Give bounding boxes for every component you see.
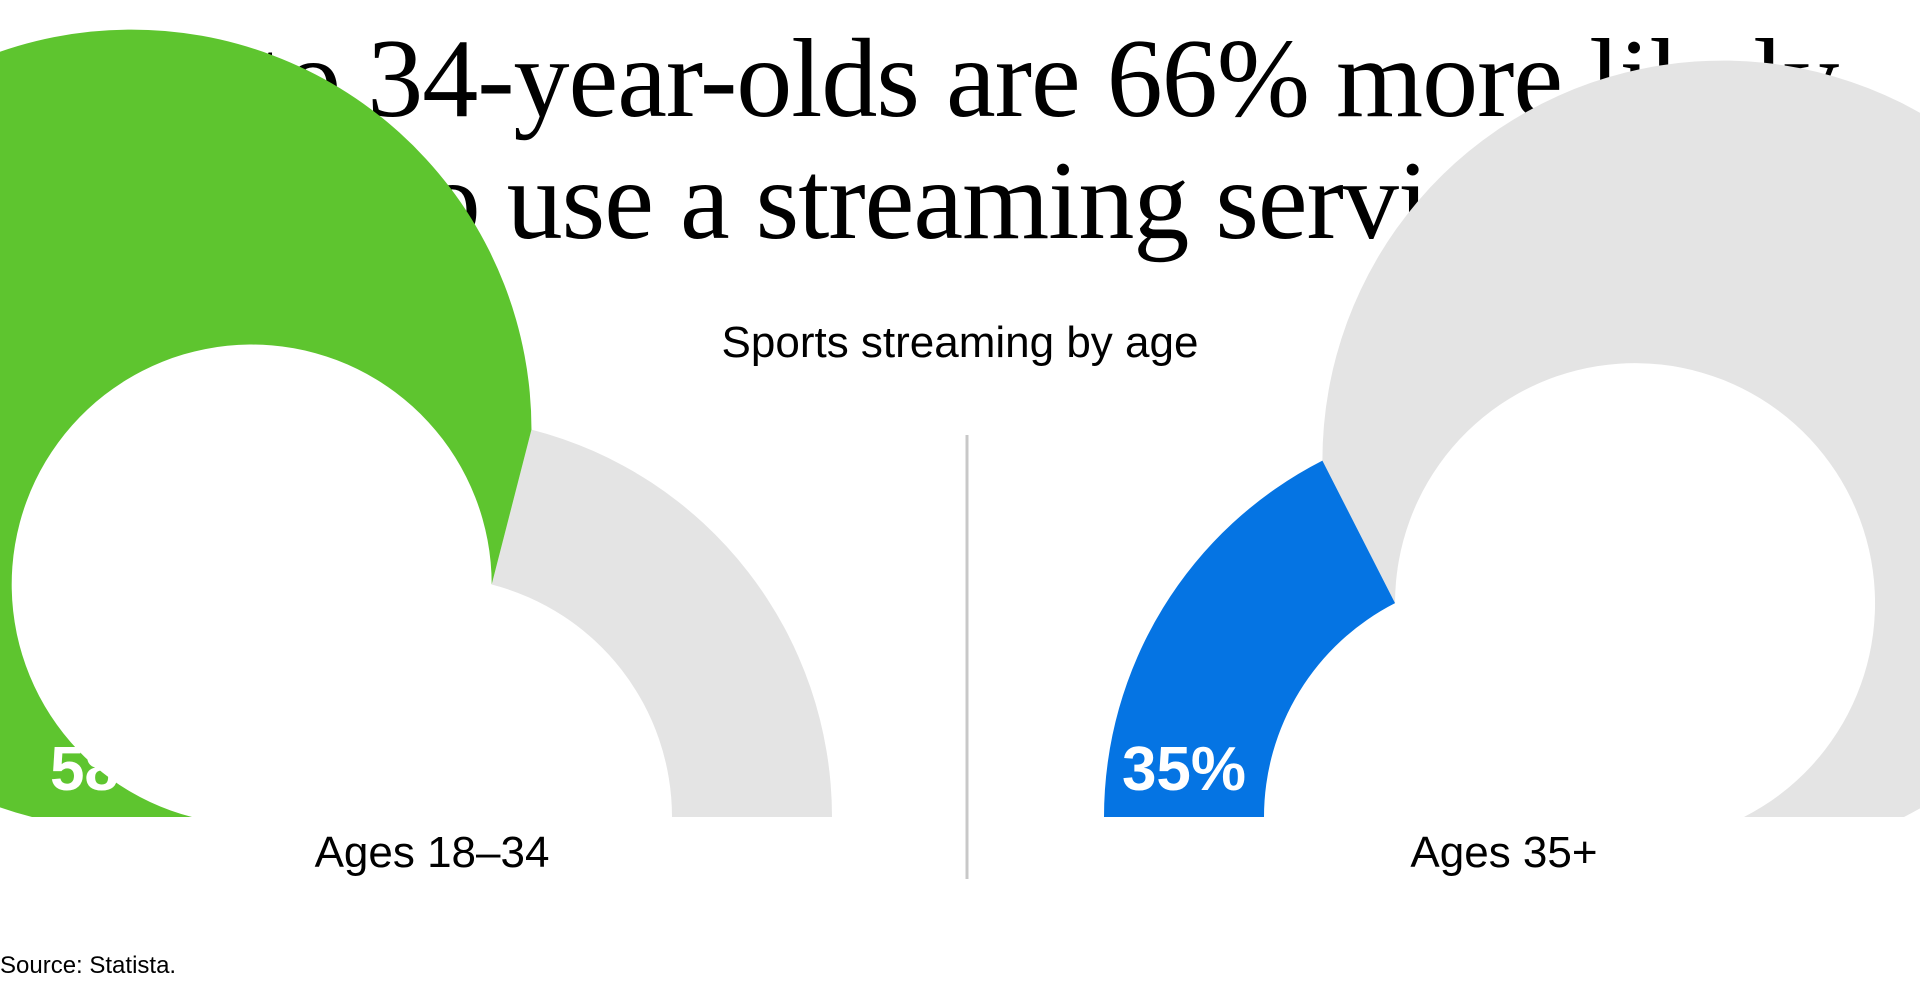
gauge-1: 35% Ages 35+ <box>1104 60 1920 877</box>
title-line-2: to use a streaming service <box>394 139 1527 263</box>
source-note: Source: Statista. <box>0 952 177 979</box>
gauge-track <box>1322 60 1920 817</box>
gauge-0: 58% Ages 18–34 <box>0 29 832 877</box>
category-label: Ages 35+ <box>1410 828 1597 877</box>
category-label: Ages 18–34 <box>315 828 550 877</box>
gauge-fill <box>0 29 532 817</box>
value-label: 58% <box>50 735 174 804</box>
gauge-fill <box>1104 460 1396 817</box>
value-label: 35% <box>1122 735 1246 804</box>
gauge-track <box>491 429 832 817</box>
chart-subtitle: Sports streaming by age <box>721 318 1199 367</box>
